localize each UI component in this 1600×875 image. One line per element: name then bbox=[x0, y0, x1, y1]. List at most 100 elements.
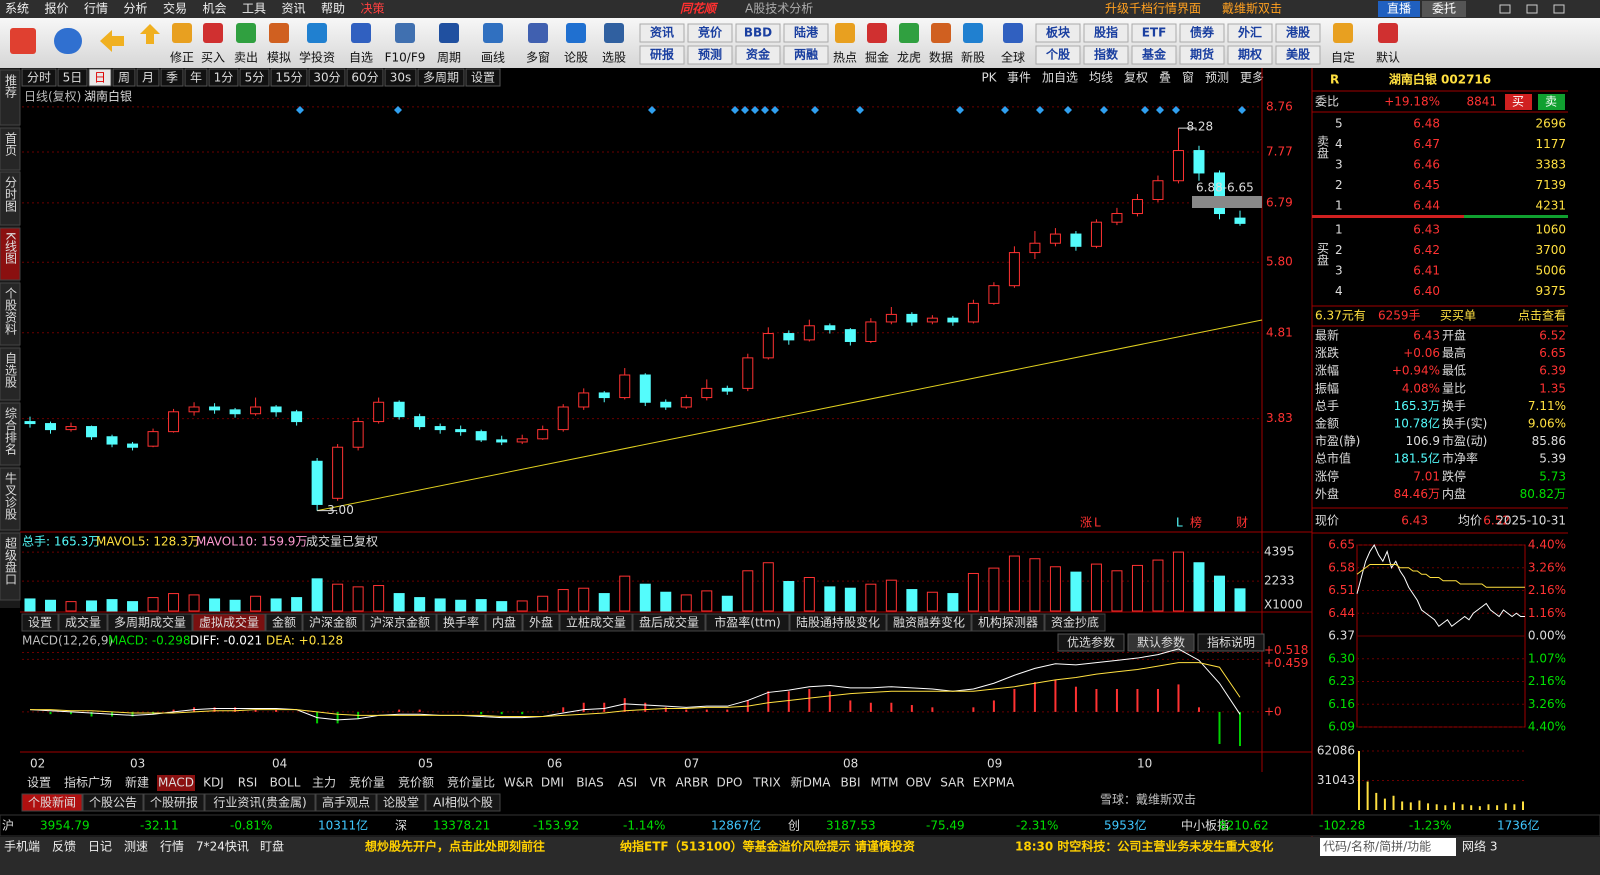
period-tab-label[interactable]: 设置 bbox=[471, 71, 495, 85]
status-item[interactable]: 日记 bbox=[88, 840, 112, 854]
indicator-tab-label[interactable]: 融资融券变化 bbox=[893, 615, 965, 630]
status-item[interactable]: 行情 bbox=[160, 840, 184, 854]
indicator-button[interactable]: BBI bbox=[840, 776, 860, 790]
tool-button[interactable]: 学投资 bbox=[299, 50, 335, 65]
news-tab-label[interactable]: 个股公告 bbox=[89, 796, 137, 810]
indicator-button[interactable]: 竞价额 bbox=[398, 776, 434, 790]
search-placeholder[interactable]: 代码/名称/简拼/功能 bbox=[1323, 839, 1431, 854]
indicator-tab-label[interactable]: 虚拟成交量 bbox=[199, 615, 259, 630]
grid-button-label[interactable]: 板块 bbox=[1046, 25, 1071, 40]
status-item[interactable]: 盯盘 bbox=[260, 839, 284, 854]
tool-button[interactable]: 数据 bbox=[929, 50, 953, 65]
param-button-label[interactable]: 优选参数 bbox=[1067, 635, 1115, 650]
menu-item[interactable]: 系统 bbox=[5, 2, 29, 16]
period-tab-label[interactable]: 分时 bbox=[27, 71, 51, 85]
indicator-button[interactable]: RSI bbox=[238, 776, 258, 790]
grid-button-label[interactable]: 两融 bbox=[794, 47, 818, 62]
grid-button-label[interactable]: 美股 bbox=[1286, 47, 1311, 62]
tool-button[interactable]: 全球 bbox=[1001, 50, 1025, 65]
chart-tool[interactable]: 叠 bbox=[1159, 71, 1171, 85]
indicator-tab-label[interactable]: 立桩成交量 bbox=[566, 615, 626, 630]
indicator-button[interactable]: EXPMA bbox=[973, 776, 1015, 790]
grid-button-label[interactable]: 个股 bbox=[1045, 47, 1071, 62]
grid-button-label[interactable]: 港股 bbox=[1286, 25, 1311, 40]
chart-tool[interactable]: 加自选 bbox=[1042, 71, 1078, 85]
grid-button-label[interactable]: 期货 bbox=[1190, 47, 1214, 62]
sidebar-tab-label[interactable]: 首页 bbox=[4, 132, 18, 157]
tool-button[interactable]: 默认 bbox=[1376, 50, 1400, 65]
period-tab-label[interactable]: 30分 bbox=[313, 71, 340, 85]
period-tab-label[interactable]: 周 bbox=[118, 71, 130, 85]
grid-button-label[interactable]: 期权 bbox=[1238, 47, 1263, 62]
news-ticker[interactable]: 纳指ETF（513100）等基金溢价风险提示 请谨慎投资 bbox=[620, 839, 915, 854]
menu-item[interactable]: 决策 bbox=[361, 2, 385, 16]
grid-button-label[interactable]: BBD bbox=[744, 26, 772, 40]
news-tab-label[interactable]: 高手观点 bbox=[322, 795, 370, 810]
indicator-tab-label[interactable]: 内盘 bbox=[492, 615, 516, 630]
grid-button-label[interactable]: 预测 bbox=[698, 47, 722, 62]
period-tab-label[interactable]: 年 bbox=[190, 71, 202, 85]
period-tab-label[interactable]: 月 bbox=[142, 71, 154, 85]
grid-button-label[interactable]: 股指 bbox=[1094, 25, 1118, 40]
indicator-tab-label[interactable]: 资金抄底 bbox=[1051, 615, 1099, 630]
period-tab-label[interactable]: 5分 bbox=[245, 71, 265, 85]
news-ticker[interactable]: 想炒股先开户，点击此处即刻前往 bbox=[364, 839, 545, 854]
grid-button-label[interactable]: 竞价 bbox=[698, 25, 723, 40]
chart-tool[interactable]: 事件 bbox=[1007, 71, 1031, 85]
indicator-tab-label[interactable]: 成交量 bbox=[65, 615, 101, 630]
indicator-tab-label[interactable]: 设置 bbox=[28, 616, 52, 630]
indicator-tab-label[interactable]: 沪深金额 bbox=[309, 615, 357, 630]
order-button-label[interactable]: 委托 bbox=[1432, 2, 1456, 16]
indicator-button[interactable]: ASI bbox=[618, 776, 637, 790]
sidebar-tab-label[interactable]: K线图 bbox=[4, 232, 18, 264]
period-tab-label[interactable]: 季 bbox=[166, 71, 178, 85]
indicator-tab-label[interactable]: 多周期成交量 bbox=[114, 615, 186, 630]
indicator-button[interactable]: MTM bbox=[870, 776, 898, 790]
indicator-button[interactable]: 主力 bbox=[312, 776, 336, 790]
indicator-button[interactable]: 新建 bbox=[125, 775, 149, 790]
chart-tool[interactable]: 预测 bbox=[1205, 71, 1229, 85]
sidebar-tab-label[interactable]: 分时图 bbox=[4, 176, 18, 212]
menu-item[interactable]: 行情 bbox=[84, 2, 108, 16]
tool-button[interactable]: 多窗 bbox=[526, 51, 550, 65]
grid-button-label[interactable]: ETF bbox=[1142, 26, 1167, 40]
sidebar-tab-label[interactable]: 超级盘口 bbox=[4, 536, 18, 585]
indicator-button[interactable]: MACD bbox=[158, 776, 194, 790]
indicator-button[interactable]: DMI bbox=[541, 776, 564, 790]
indicator-button[interactable]: W&R bbox=[504, 776, 534, 790]
indicator-tab-label[interactable]: 沪深京金额 bbox=[370, 615, 430, 630]
indicator-button[interactable]: 竞价量比 bbox=[447, 776, 495, 790]
sidebar-tab-label[interactable]: 自选股 bbox=[4, 352, 18, 389]
menu-item[interactable]: 交易 bbox=[163, 1, 187, 16]
tool-button[interactable]: 画线 bbox=[481, 51, 505, 65]
indicator-button[interactable]: BOLL bbox=[270, 776, 301, 790]
news-tab-label[interactable]: 行业资讯(贵金属) bbox=[213, 795, 306, 810]
indicator-button[interactable]: OBV bbox=[906, 776, 932, 790]
news-ticker[interactable]: 18:30 时空科技：公司主营业务未发生重大变化 bbox=[1015, 839, 1273, 854]
period-tab-label[interactable]: 5日 bbox=[63, 71, 83, 85]
period-tab-label[interactable]: 1分 bbox=[214, 71, 234, 85]
tool-button[interactable]: 自选 bbox=[349, 51, 373, 65]
menu-item[interactable]: 分析 bbox=[124, 2, 148, 16]
tool-button[interactable]: 自定 bbox=[1331, 50, 1355, 65]
menu-item[interactable]: 资讯 bbox=[282, 2, 306, 16]
grid-button-label[interactable]: 指数 bbox=[1094, 47, 1119, 62]
tool-button[interactable]: 买入 bbox=[201, 51, 225, 65]
indicator-button[interactable]: VR bbox=[650, 776, 667, 790]
indicator-tab-label[interactable]: 换手率 bbox=[443, 615, 479, 630]
buy-button-label[interactable]: 买 bbox=[1512, 95, 1524, 109]
menu-item[interactable]: 帮助 bbox=[321, 2, 345, 16]
period-tab-label[interactable]: 多周期 bbox=[423, 71, 459, 85]
sidebar-tab-label[interactable]: 牛叉诊股 bbox=[4, 471, 18, 521]
indicator-button[interactable]: TRIX bbox=[752, 776, 780, 790]
news-tab-label[interactable]: 论股堂 bbox=[383, 796, 419, 810]
grid-button-label[interactable]: 资金 bbox=[746, 47, 771, 62]
chart-tool[interactable]: 更多 bbox=[1240, 71, 1264, 85]
menu-item[interactable]: 工具 bbox=[242, 2, 266, 16]
param-button-label[interactable]: 默认参数 bbox=[1137, 635, 1185, 650]
top-link[interactable]: 戴维斯双击 bbox=[1222, 1, 1282, 16]
chart-tool[interactable]: 窗 bbox=[1182, 71, 1194, 85]
top-link[interactable]: 升级千档行情界面 bbox=[1105, 2, 1201, 16]
live-button-label[interactable]: 直播 bbox=[1387, 2, 1411, 16]
grid-button-label[interactable]: 债券 bbox=[1190, 25, 1215, 40]
